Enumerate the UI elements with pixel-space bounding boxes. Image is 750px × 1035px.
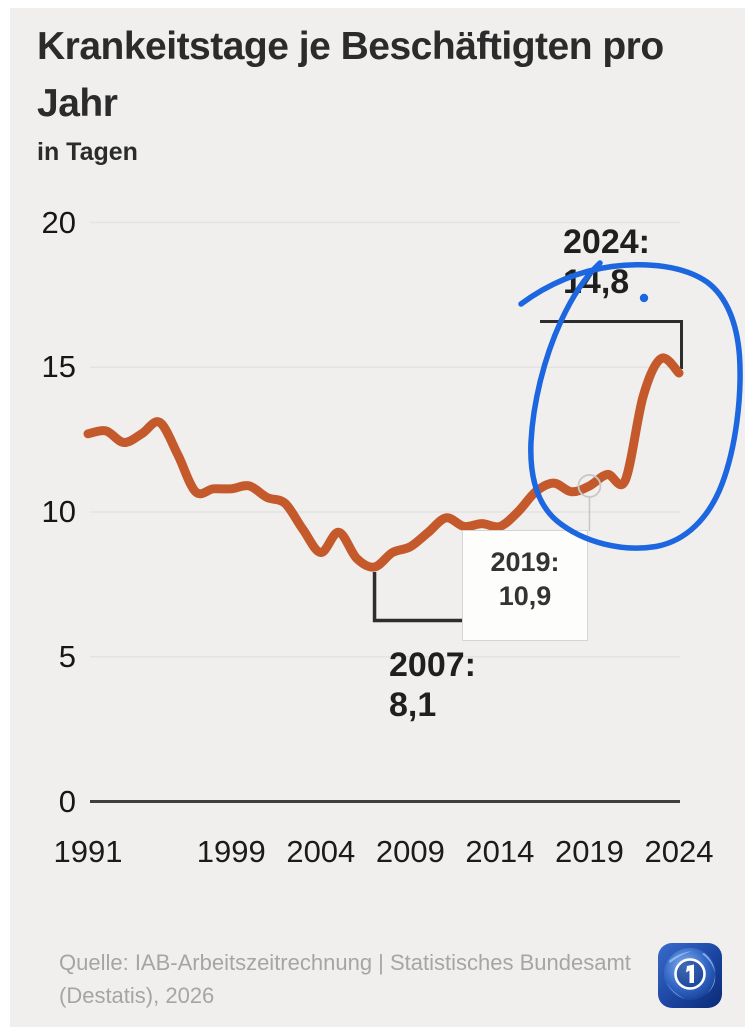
annotation-2024-label: 2024: — [563, 223, 650, 261]
annotation-2007: 2007: 8,1 — [389, 645, 476, 725]
y-tick-label: 10 — [41, 494, 76, 529]
logo-one-glyph — [686, 964, 694, 983]
chart-subtitle: in Tagen — [37, 138, 138, 166]
x-tick-label: 2024 — [644, 834, 714, 869]
y-tick-label: 20 — [41, 204, 76, 240]
x-tick-label: 2009 — [375, 834, 445, 869]
tooltip-2019-value: 10,9 — [498, 581, 552, 611]
y-tick-label: 5 — [58, 638, 76, 674]
annotation-2007-label: 2007: — [389, 646, 476, 684]
annotation-2007-value: 8,1 — [389, 686, 437, 724]
tagesschau-logo — [658, 943, 722, 1008]
tooltip-2019: 2019: 10,9 — [462, 530, 588, 641]
x-tick-label: 2014 — [465, 834, 535, 869]
x-tick-label: 2019 — [554, 834, 624, 869]
tooltip-2019-label: 2019: — [490, 547, 560, 577]
x-tick-label: 1991 — [53, 834, 123, 869]
y-tick-label: 15 — [41, 349, 76, 385]
y-tick-label: 0 — [58, 783, 76, 819]
x-tick-label: 1999 — [196, 834, 266, 869]
annotation-2024-value: 14,8 — [563, 263, 630, 301]
source-text: Quelle: IAB-Arbeitszeitrechnung | Statis… — [59, 950, 631, 1008]
chart-title: Krankeitstage je Beschäftigten pro Jahr — [37, 25, 664, 125]
bracket-2007 — [372, 572, 462, 623]
x-tick-label: 2004 — [286, 834, 356, 869]
data-line — [83, 353, 684, 572]
annotation-2024: 2024: 14,8 — [563, 222, 650, 302]
infographic-panel: Krankeitstage je Beschäftigten pro Jahr … — [10, 8, 745, 1027]
